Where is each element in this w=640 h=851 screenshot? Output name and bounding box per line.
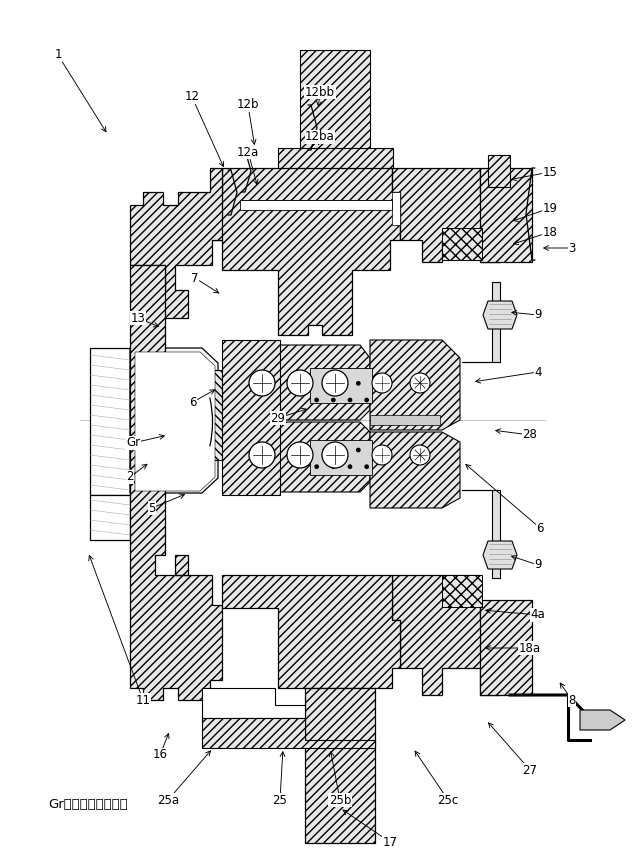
Text: 17: 17 xyxy=(343,810,397,848)
Polygon shape xyxy=(90,495,130,540)
Polygon shape xyxy=(480,600,532,695)
Circle shape xyxy=(322,442,348,468)
Text: 7: 7 xyxy=(191,271,219,293)
Text: 19: 19 xyxy=(513,202,557,221)
Polygon shape xyxy=(280,422,370,492)
Circle shape xyxy=(410,445,430,465)
Polygon shape xyxy=(462,282,500,362)
Polygon shape xyxy=(202,688,305,718)
Text: 29: 29 xyxy=(271,408,307,425)
Polygon shape xyxy=(442,228,482,260)
Polygon shape xyxy=(210,168,400,335)
Polygon shape xyxy=(392,168,500,262)
Text: 12: 12 xyxy=(184,90,223,167)
Circle shape xyxy=(372,445,392,465)
Polygon shape xyxy=(483,541,517,569)
Polygon shape xyxy=(310,368,372,403)
Text: Gr：導電性グリース: Gr：導電性グリース xyxy=(48,798,128,811)
Polygon shape xyxy=(278,148,393,170)
Circle shape xyxy=(372,373,392,393)
Polygon shape xyxy=(310,440,372,475)
Polygon shape xyxy=(222,575,400,688)
Polygon shape xyxy=(130,265,222,700)
Polygon shape xyxy=(135,352,215,491)
Text: 12b: 12b xyxy=(237,99,259,145)
Polygon shape xyxy=(300,50,370,185)
Polygon shape xyxy=(442,575,482,607)
Circle shape xyxy=(249,442,275,468)
Polygon shape xyxy=(370,340,460,430)
Polygon shape xyxy=(580,710,625,730)
Circle shape xyxy=(249,370,275,396)
Text: 12ba: 12ba xyxy=(305,130,335,145)
Text: 12a: 12a xyxy=(237,146,259,185)
Polygon shape xyxy=(370,415,440,425)
Text: 18a: 18a xyxy=(486,642,541,654)
Text: 8: 8 xyxy=(560,683,576,706)
Polygon shape xyxy=(462,490,500,578)
Polygon shape xyxy=(370,432,460,508)
Polygon shape xyxy=(480,168,532,262)
Circle shape xyxy=(287,442,313,468)
Text: 9: 9 xyxy=(512,309,541,322)
Text: 9: 9 xyxy=(511,556,541,572)
Text: 11: 11 xyxy=(89,556,150,706)
Text: 6: 6 xyxy=(189,390,214,408)
Polygon shape xyxy=(240,200,392,210)
Polygon shape xyxy=(202,370,270,460)
Text: 12bb: 12bb xyxy=(305,85,335,106)
Text: 25: 25 xyxy=(273,751,287,807)
Polygon shape xyxy=(130,348,218,493)
Polygon shape xyxy=(280,345,370,420)
Polygon shape xyxy=(202,718,375,748)
Polygon shape xyxy=(488,155,510,187)
Text: 5: 5 xyxy=(148,494,184,515)
Text: 18: 18 xyxy=(514,226,557,244)
Text: 6: 6 xyxy=(466,465,544,534)
Text: 1: 1 xyxy=(54,49,106,132)
Polygon shape xyxy=(240,192,400,225)
Text: 25a: 25a xyxy=(157,751,211,807)
Text: 25c: 25c xyxy=(415,751,459,807)
Polygon shape xyxy=(130,168,222,318)
Text: 4a: 4a xyxy=(486,608,545,621)
Text: 28: 28 xyxy=(496,429,538,442)
Polygon shape xyxy=(305,688,375,843)
Text: 13: 13 xyxy=(131,311,159,327)
Text: 27: 27 xyxy=(488,722,538,776)
Text: 25b: 25b xyxy=(329,751,351,807)
Circle shape xyxy=(322,370,348,396)
Text: 3: 3 xyxy=(544,242,576,254)
Text: 2: 2 xyxy=(126,465,147,483)
Text: 15: 15 xyxy=(512,165,557,180)
Text: Gr: Gr xyxy=(126,435,164,449)
Text: 4: 4 xyxy=(476,365,541,383)
Circle shape xyxy=(410,373,430,393)
Polygon shape xyxy=(90,348,130,495)
Polygon shape xyxy=(222,340,280,495)
Polygon shape xyxy=(392,575,500,695)
Circle shape xyxy=(287,370,313,396)
Text: 16: 16 xyxy=(152,734,169,762)
Polygon shape xyxy=(483,301,517,329)
